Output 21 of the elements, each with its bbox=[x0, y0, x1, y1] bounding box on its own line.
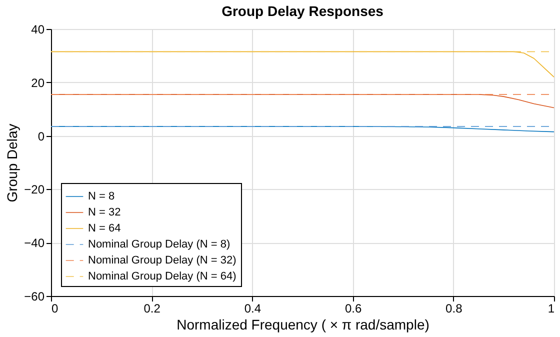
x-tick-label: 0.6 bbox=[344, 302, 362, 316]
x-tick-label: 1 bbox=[548, 302, 555, 316]
y-tick-label: 20 bbox=[31, 76, 45, 90]
x-tick-label: 0 bbox=[52, 302, 58, 316]
x-axis-title: Normalized Frequency ( × π rad/sample) bbox=[176, 316, 430, 332]
x-tick-label: 0.8 bbox=[446, 302, 463, 316]
y-tick-label: −20 bbox=[24, 182, 45, 197]
x-tick-label: 0.2 bbox=[144, 302, 161, 316]
y-tick-label: −60 bbox=[24, 290, 45, 304]
legend-label: N = 64 bbox=[88, 222, 121, 234]
y-tick-label: 40 bbox=[31, 22, 45, 36]
y-tick-label: −40 bbox=[24, 236, 45, 250]
legend-label: Nominal Group Delay (N = 32) bbox=[88, 254, 236, 266]
legend-label: N = 32 bbox=[88, 206, 121, 218]
legend-label: Nominal Group Delay (N = 64) bbox=[88, 270, 236, 282]
legend-label: Nominal Group Delay (N = 8) bbox=[88, 238, 230, 250]
legend-label: N = 8 bbox=[88, 190, 115, 202]
chart-title: Group Delay Responses bbox=[222, 3, 384, 19]
x-tick-label: 0.4 bbox=[244, 302, 262, 316]
y-tick-label: 0 bbox=[38, 129, 45, 144]
y-axis-title: Group Delay bbox=[4, 124, 20, 202]
